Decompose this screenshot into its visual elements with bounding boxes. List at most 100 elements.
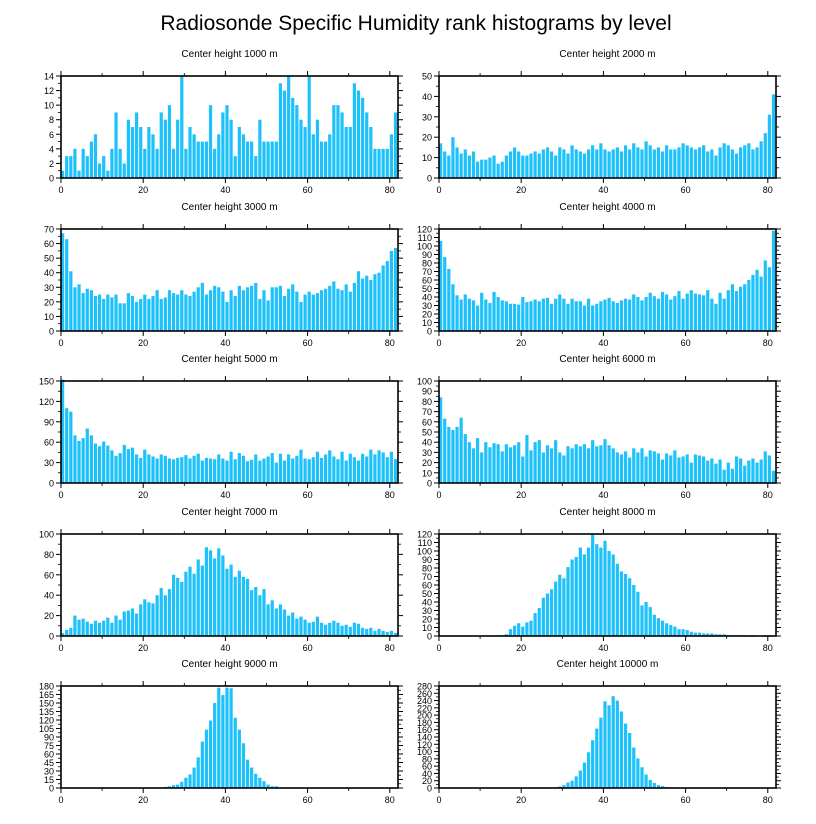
bar bbox=[336, 288, 340, 331]
bar bbox=[570, 145, 574, 178]
bar bbox=[299, 301, 303, 331]
y-tick-label: 150 bbox=[39, 699, 54, 709]
bar bbox=[623, 298, 628, 331]
bar bbox=[319, 290, 324, 331]
y-tick-label: 40 bbox=[422, 293, 432, 303]
bar bbox=[558, 574, 562, 636]
bar bbox=[258, 595, 262, 636]
bar bbox=[282, 90, 287, 178]
x-tick-label: 80 bbox=[763, 185, 773, 195]
bar bbox=[467, 298, 471, 331]
bar bbox=[595, 149, 599, 178]
bar bbox=[81, 438, 85, 483]
bar bbox=[480, 292, 484, 331]
bar bbox=[751, 149, 755, 178]
bar bbox=[102, 620, 106, 636]
bar bbox=[660, 459, 665, 483]
bar bbox=[665, 294, 669, 331]
bar bbox=[586, 448, 591, 483]
bar bbox=[459, 417, 463, 483]
bar bbox=[311, 134, 315, 178]
bar bbox=[722, 298, 726, 331]
bar bbox=[319, 141, 324, 178]
y-tick-label: 0 bbox=[427, 632, 432, 642]
bar bbox=[591, 145, 595, 178]
bar bbox=[245, 287, 250, 331]
bar bbox=[710, 633, 714, 636]
bar bbox=[196, 453, 200, 483]
y-tick-label: 0 bbox=[427, 784, 432, 794]
bar bbox=[537, 440, 541, 483]
x-tick-label: 80 bbox=[763, 795, 773, 805]
bar bbox=[656, 618, 661, 636]
bar bbox=[582, 153, 587, 178]
bar bbox=[681, 143, 685, 178]
bar bbox=[274, 786, 278, 788]
bar bbox=[734, 456, 739, 483]
y-tick-label: 90 bbox=[44, 417, 54, 427]
bar bbox=[192, 455, 196, 483]
y-tick-label: 80 bbox=[422, 259, 432, 269]
bar bbox=[443, 151, 447, 178]
bar bbox=[570, 780, 574, 788]
bar bbox=[303, 127, 307, 178]
bar bbox=[767, 267, 771, 331]
bar bbox=[126, 449, 130, 483]
panel-3: Center height 3000 m 0 10 20 30 40 50 60 70 0 20 40… bbox=[44, 202, 403, 348]
panel-7: Center height 7000 m 0 20 40 60 80 100 0 20 40 60 8… bbox=[39, 507, 403, 653]
bar bbox=[77, 170, 81, 178]
bar bbox=[114, 112, 118, 178]
y-tick-label: 0 bbox=[49, 327, 54, 337]
bar bbox=[475, 161, 480, 178]
bar bbox=[176, 119, 180, 178]
bar bbox=[332, 456, 336, 483]
bar bbox=[221, 458, 225, 483]
bar bbox=[693, 149, 698, 178]
bar bbox=[615, 700, 619, 788]
bar bbox=[554, 298, 558, 331]
bar bbox=[660, 620, 665, 636]
bar bbox=[295, 455, 299, 483]
bar bbox=[603, 540, 607, 636]
bar bbox=[529, 153, 533, 178]
bar bbox=[471, 151, 476, 178]
bar bbox=[607, 297, 611, 331]
panel-9: Center height 9000 m01530456075901051201… bbox=[39, 659, 403, 805]
bar bbox=[562, 785, 566, 788]
bar bbox=[89, 141, 93, 178]
bar bbox=[463, 434, 467, 483]
x-tick-label: 40 bbox=[598, 643, 608, 653]
bar bbox=[200, 460, 204, 483]
bar bbox=[245, 461, 250, 483]
bar bbox=[529, 620, 533, 636]
bar bbox=[200, 565, 204, 636]
bar bbox=[595, 303, 599, 331]
bar bbox=[184, 455, 188, 483]
y-tick-label: 90 bbox=[422, 387, 432, 397]
bar bbox=[393, 632, 398, 636]
bar bbox=[755, 147, 759, 178]
bar bbox=[336, 622, 340, 636]
bar bbox=[369, 627, 373, 636]
bar bbox=[77, 284, 81, 331]
y-tick-label: 100 bbox=[417, 377, 432, 387]
bar bbox=[315, 293, 320, 331]
bar bbox=[221, 695, 225, 788]
y-tick-label: 6 bbox=[49, 130, 54, 140]
bar bbox=[369, 280, 373, 331]
bar bbox=[648, 292, 652, 331]
bar bbox=[669, 624, 673, 636]
bar bbox=[151, 456, 155, 483]
bar bbox=[673, 149, 677, 178]
bar bbox=[710, 298, 714, 331]
y-tick-label: 45 bbox=[44, 758, 54, 768]
bar bbox=[287, 76, 291, 178]
bar bbox=[591, 305, 595, 331]
bar bbox=[763, 133, 767, 178]
bar bbox=[697, 294, 702, 331]
bar bbox=[225, 105, 229, 178]
bar bbox=[373, 454, 377, 483]
bar bbox=[393, 112, 398, 178]
bar bbox=[130, 608, 135, 636]
bar bbox=[184, 571, 188, 636]
